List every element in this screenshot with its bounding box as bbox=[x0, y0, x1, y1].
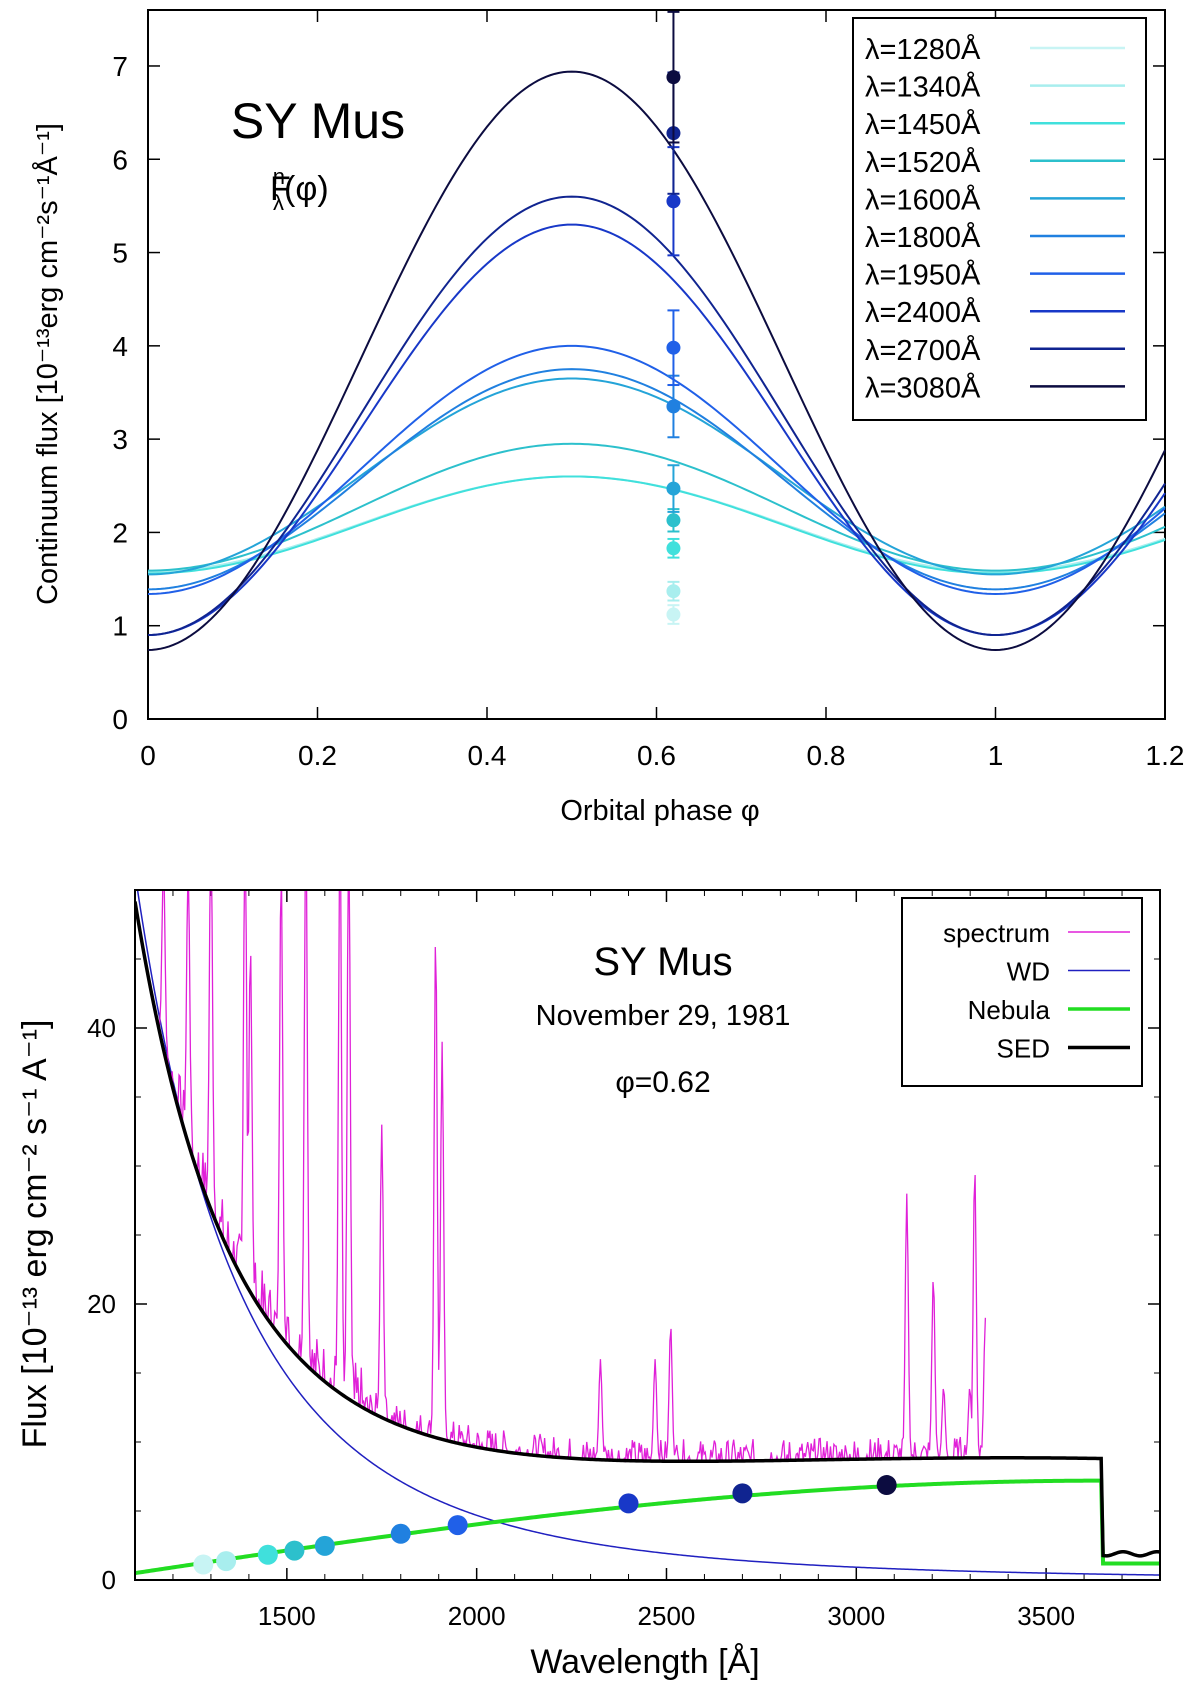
top-legend-label: λ=1450Å bbox=[865, 108, 981, 141]
bottom-x-tick-label: 2000 bbox=[448, 1601, 506, 1631]
observed-point bbox=[666, 607, 681, 622]
sed-model-line bbox=[135, 901, 1160, 1558]
top-y-tick-label: 1 bbox=[112, 611, 128, 642]
top-x-tick-label: 0.8 bbox=[807, 740, 846, 771]
top-y-tick-labels: 0 1 2 3 4 5 6 7 bbox=[112, 51, 128, 735]
top-title: SY Mus bbox=[231, 93, 405, 149]
sed-chart: 1500 2000 2500 3000 3500 0 20 40 SY Mus Novemb… bbox=[16, 889, 1161, 1681]
observed-point bbox=[666, 513, 681, 528]
top-legend-label: λ=1950Å bbox=[865, 259, 981, 292]
bottom-title: SY Mus bbox=[593, 940, 732, 984]
top-legend-label: λ=1280Å bbox=[865, 33, 981, 66]
top-y-axis-label: Continuum flux [10⁻¹³erg cm⁻²s⁻¹Å⁻¹] bbox=[31, 123, 64, 605]
spectrum-line bbox=[153, 890, 987, 1463]
observed-point bbox=[666, 399, 681, 414]
top-x-tick-label: 0.2 bbox=[298, 740, 337, 771]
sed-point bbox=[314, 1535, 335, 1556]
sed-point bbox=[257, 1544, 278, 1565]
bottom-legend-label: spectrum bbox=[943, 918, 1050, 948]
phase-curve bbox=[147, 377, 1166, 576]
sed-point bbox=[447, 1515, 468, 1536]
bottom-y-tick-labels: 0 20 40 bbox=[87, 1013, 116, 1595]
top-x-tick-label: 1 bbox=[988, 740, 1004, 771]
observed-point bbox=[666, 70, 681, 85]
phase-curve-chart: 0 0.2 0.4 0.6 0.8 1 1.2 0 1 2 3 4 5 6 7 SY Mus Fn λ(φ)… bbox=[31, 9, 1184, 827]
sed-point bbox=[876, 1475, 897, 1496]
sed-point bbox=[193, 1554, 214, 1575]
top-legend-label: λ=1520Å bbox=[865, 146, 981, 179]
top-legend-label: λ=1600Å bbox=[865, 183, 981, 216]
top-x-tick-label: 1.2 bbox=[1146, 740, 1185, 771]
top-legend: λ=1280Å λ=1340Å λ=1450Å λ=1520Å λ=1600Å λ=180… bbox=[852, 17, 1147, 421]
top-legend-label: λ=2700Å bbox=[865, 334, 981, 367]
top-legend-label: λ=3080Å bbox=[865, 371, 981, 404]
bottom-x-tick-labels: 1500 2000 2500 3000 3500 bbox=[258, 1601, 1075, 1631]
nebula-model-line bbox=[135, 1478, 1160, 1576]
observed-point bbox=[666, 541, 681, 556]
bottom-y-tick-label: 0 bbox=[102, 1565, 116, 1595]
top-legend-label: λ=1340Å bbox=[865, 71, 981, 104]
bottom-y-axis-label: Flux [10⁻¹³ erg cm⁻² s⁻¹ A⁻¹] bbox=[16, 1020, 54, 1449]
bottom-legend: spectrum WD Nebula SED bbox=[901, 897, 1143, 1087]
observed-point bbox=[666, 584, 681, 599]
sed-point bbox=[732, 1483, 753, 1504]
sed-point bbox=[216, 1551, 237, 1572]
phase-curve bbox=[147, 442, 1166, 572]
top-y-tick-label: 0 bbox=[112, 704, 128, 735]
top-legend-label: λ=1800Å bbox=[865, 221, 981, 254]
top-x-tick-label: 0.6 bbox=[637, 740, 676, 771]
observed-point bbox=[666, 481, 681, 496]
top-x-axis-label: Orbital phase φ bbox=[560, 795, 759, 827]
sed-point bbox=[284, 1540, 305, 1561]
observed-point bbox=[666, 194, 681, 209]
top-x-tick-label: 0 bbox=[140, 740, 156, 771]
bottom-x-tick-label: 1500 bbox=[258, 1601, 316, 1631]
phase-curve bbox=[147, 195, 1166, 637]
top-y-tick-label: 5 bbox=[112, 238, 128, 269]
top-x-tick-labels: 0 0.2 0.4 0.6 0.8 1 1.2 bbox=[140, 740, 1184, 771]
bottom-legend-box bbox=[901, 897, 1143, 1087]
bottom-plot-area bbox=[135, 890, 1160, 1576]
top-y-tick-label: 3 bbox=[112, 424, 128, 455]
top-y-tick-label: 7 bbox=[112, 51, 128, 82]
phase-curve bbox=[147, 368, 1166, 591]
top-subtitle: Fn λ(φ) bbox=[270, 164, 329, 215]
top-y-tick-label: 2 bbox=[112, 517, 128, 548]
top-x-tick-label: 0.4 bbox=[468, 740, 507, 771]
bottom-x-axis-label: Wavelength [Å] bbox=[530, 1643, 759, 1681]
top-y-tick-label: 6 bbox=[112, 144, 128, 175]
bottom-plot-frame bbox=[134, 889, 1161, 1581]
bottom-phase-annotation: φ=0.62 bbox=[615, 1066, 710, 1099]
bottom-legend-label: Nebula bbox=[968, 995, 1051, 1025]
bottom-subtitle: November 29, 1981 bbox=[536, 1000, 791, 1032]
top-observed-points bbox=[666, 10, 681, 625]
top-y-tick-label: 4 bbox=[112, 331, 128, 362]
top-phase-curves bbox=[147, 70, 1166, 651]
bottom-x-tick-label: 3500 bbox=[1017, 1601, 1075, 1631]
sed-point bbox=[618, 1493, 639, 1514]
phase-curve bbox=[147, 70, 1166, 651]
bottom-sed-points bbox=[193, 1475, 897, 1575]
bottom-legend-label: SED bbox=[997, 1034, 1050, 1064]
bottom-legend-label: WD bbox=[1007, 957, 1050, 987]
sed-point bbox=[390, 1523, 411, 1544]
bottom-x-tick-label: 3000 bbox=[827, 1601, 885, 1631]
bottom-y-tick-label: 20 bbox=[87, 1289, 116, 1319]
top-axis-ticks bbox=[147, 10, 1166, 720]
bottom-y-tick-label: 40 bbox=[87, 1013, 116, 1043]
top-legend-label: λ=2400Å bbox=[865, 296, 981, 329]
phase-curve bbox=[147, 344, 1166, 595]
wd-model-line bbox=[136, 890, 1160, 1576]
observed-point bbox=[666, 340, 681, 355]
bottom-x-tick-label: 2500 bbox=[638, 1601, 696, 1631]
